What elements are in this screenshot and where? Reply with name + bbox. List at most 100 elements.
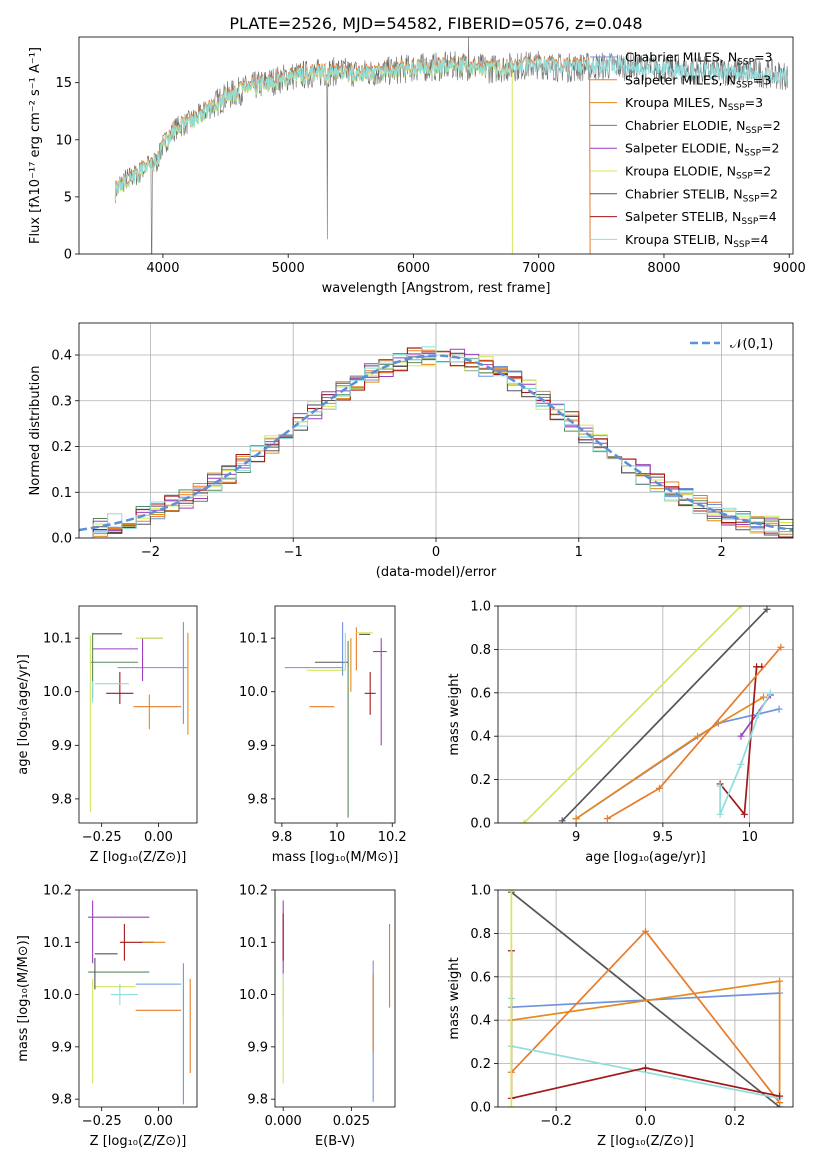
y-axis-label: mass weight (447, 957, 462, 1039)
y-tick-label: 0.0 (51, 532, 72, 547)
y-tick-label: 0.2 (470, 1057, 491, 1072)
y-tick-label: 15 (55, 76, 72, 91)
x-axis-label: mass [log₁₀(M/M⊙)] (272, 850, 399, 865)
mass-weight-line (719, 665, 762, 817)
legend-entry: 𝒩(0,1) (730, 337, 773, 352)
x-tick-label: 10.2 (378, 830, 407, 845)
legend-name: Kroupa MILES, N (625, 95, 728, 110)
legend-nssp: =3 (754, 50, 772, 65)
mass-weight-point (776, 977, 784, 985)
axes-frame (78, 322, 794, 539)
mass-weight-point (558, 817, 566, 823)
plot-area (282, 900, 391, 1102)
y-tick-label: 10.0 (239, 685, 268, 700)
x-tick-label: −0.25 (82, 830, 122, 845)
y-axis-label: Normed distribution (28, 366, 43, 496)
x-tick-label: 0.000 (265, 1114, 302, 1129)
x-axis-label: Z [log₁₀(Z/Z⊙)] (90, 1134, 187, 1149)
x-axis-label: E(B-V) (315, 1134, 355, 1149)
plot-area (284, 622, 387, 818)
figure-title: PLATE=2526, MJD=54582, FIBERID=0576, z=0… (229, 14, 642, 33)
x-axis-label: Z [log₁₀(Z/Z⊙)] (90, 850, 187, 865)
y-tick-label: 5 (64, 190, 72, 205)
mass-weight-point (740, 810, 748, 818)
legend-entry: Salpeter MILES, NSSP=3 (625, 72, 771, 90)
legend-sub: SSP (741, 217, 758, 227)
normal-curve (79, 354, 793, 532)
mass-weight-point (737, 760, 745, 768)
y-tick-label: 10.1 (43, 632, 72, 647)
axes-frame (497, 605, 794, 824)
legend-nssp: =3 (745, 95, 763, 110)
legend-entry: Chabrier STELIB, NSSP=2 (625, 186, 778, 204)
histogram-step-line (79, 348, 793, 538)
panels: 4000 5000 6000 7000 8000 9000051015wavelength… (16, 36, 806, 1149)
y-tick-label: 10.0 (43, 988, 72, 1003)
legend-nssp: =4 (758, 209, 776, 224)
histogram-step-line (79, 349, 793, 538)
legend-name: Chabrier STELIB, N (625, 186, 743, 201)
mass-weight-point (716, 782, 724, 790)
histogram-step-line (79, 351, 793, 538)
x-tick-label: 1 (575, 545, 583, 560)
x-tick-label: 10 (741, 830, 758, 845)
plot-area (79, 323, 793, 538)
axes-frame (78, 36, 794, 255)
legend-name: Salpeter MILES, N (625, 72, 736, 87)
y-tick-label: 10.1 (43, 936, 72, 951)
mass-weight-point (694, 732, 702, 740)
y-tick-label: 9.8 (51, 1093, 72, 1108)
y-tick-label: 1.0 (470, 600, 491, 615)
legend-sub: SSP (737, 58, 754, 68)
y-tick-label: 0 (64, 248, 72, 263)
legend-sub: SSP (733, 240, 750, 250)
histogram-step-line (79, 352, 793, 538)
legend-name: Kroupa ELODIE, N (625, 164, 736, 179)
x-tick-label: 0.025 (333, 1114, 370, 1129)
x-tick-label: −0.2 (540, 1114, 572, 1129)
mass-weight-point (520, 819, 528, 823)
y-tick-label: 10.0 (43, 685, 72, 700)
y-tick-label: 0.8 (470, 927, 491, 942)
y-tick-label: 10.2 (43, 884, 72, 899)
plot-area (88, 900, 191, 1105)
mass-weight-line (561, 608, 768, 822)
legend-nssp: =2 (762, 118, 780, 133)
x-tick-label: 6000 (397, 261, 430, 276)
mass-weight-point (716, 810, 724, 818)
legend-entry: Salpeter ELODIE, NSSP=2 (625, 141, 779, 159)
y-tick-label: 0.8 (470, 643, 491, 658)
legend-entry: Kroupa ELODIE, NSSP=2 (625, 164, 771, 182)
legend-nssp: =2 (753, 164, 771, 179)
spectrum-model-line (114, 55, 789, 200)
y-tick-label: 0.6 (470, 970, 491, 985)
legend-name: Chabrier MILES, N (625, 50, 737, 65)
y-tick-label: 9.9 (247, 1040, 268, 1055)
mass-weight-point (760, 693, 767, 701)
x-tick-label: 8000 (647, 261, 680, 276)
axes-frame (78, 889, 198, 1108)
x-tick-label: 9 (572, 830, 580, 845)
mass-weight-point (737, 606, 745, 610)
panel-mass-vs-Z: −0.25 0.00 9.8 9.9 10.0 10.1 10.2 Z [log₁₀(Z/Z⊙… (16, 884, 198, 1149)
legend-entry: Kroupa MILES, NSSP=3 (625, 95, 763, 113)
axes-frame (274, 605, 396, 824)
panel-residuals: −2 −1 0 1 2 0.0 0.1 0.2 0.3 0.4 (data-model)/error… (28, 322, 794, 580)
y-tick-label: 0.3 (51, 394, 72, 409)
y-tick-label: 9.9 (51, 739, 72, 754)
y-tick-label: 0.4 (470, 1014, 491, 1029)
y-tick-label: 10.1 (239, 632, 268, 647)
legend-name: Salpeter STELIB, N (625, 209, 741, 224)
histogram-step-line (79, 347, 793, 538)
y-tick-label: 0.2 (51, 440, 72, 455)
histogram-step-line (79, 350, 793, 538)
mass-weight-line (575, 696, 764, 820)
y-tick-label: 0.0 (470, 1101, 491, 1116)
x-tick-label: 10 (329, 830, 346, 845)
legend-entry: Salpeter STELIB, NSSP=4 (625, 209, 777, 227)
x-tick-label: 2 (717, 545, 725, 560)
mass-weight-point (737, 732, 745, 740)
y-tick-label: 0.4 (51, 349, 72, 364)
